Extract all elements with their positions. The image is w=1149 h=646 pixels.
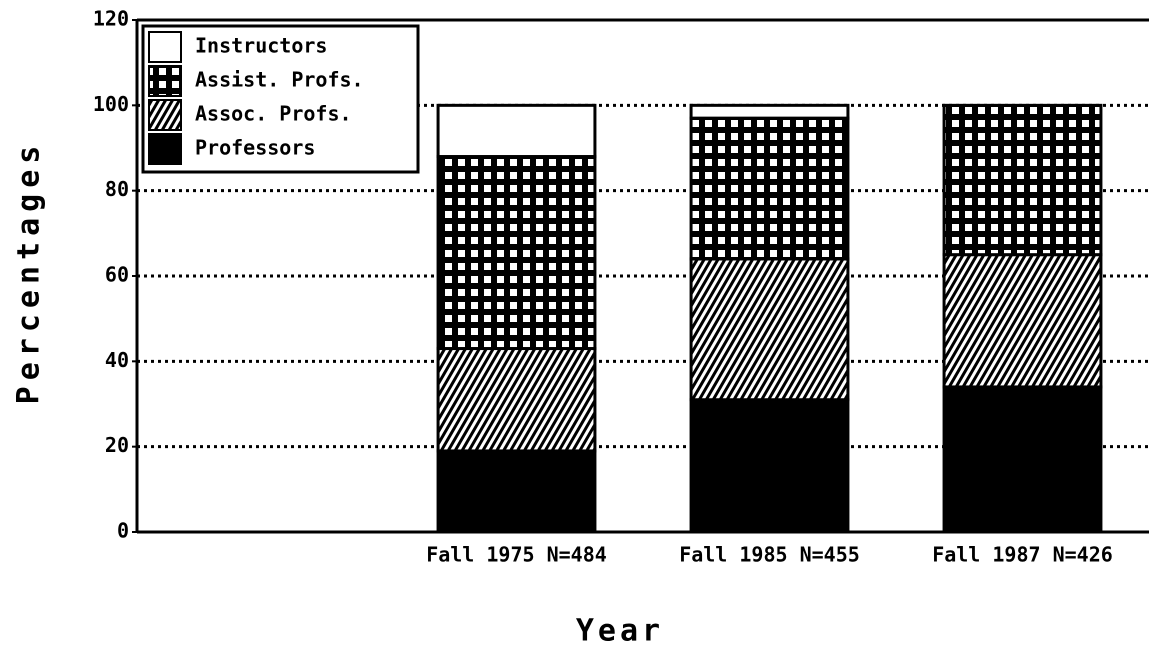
y-tick-label: 40 [105, 348, 129, 372]
y-tick-label: 0 [117, 519, 129, 543]
bar-segment [942, 103, 1103, 257]
y-axis-label: Percentages [12, 140, 47, 405]
bar-segment [942, 385, 1103, 534]
y-tick-label: 80 [105, 177, 129, 201]
bar-segment [436, 103, 597, 159]
legend-swatch [148, 65, 182, 97]
bar-segment [436, 347, 597, 453]
bar-segment [436, 449, 597, 534]
y-tick-label: 120 [93, 7, 129, 31]
y-tick-label: 100 [93, 92, 129, 116]
y-tick-label: 20 [105, 433, 129, 457]
legend-label: Assist. Profs. [195, 68, 364, 92]
bar-segment [942, 253, 1103, 389]
x-tick-label: Fall 1975 N=484 [426, 543, 607, 567]
bar-segment [689, 257, 850, 402]
legend-swatch [148, 99, 182, 131]
x-tick-label: Fall 1985 N=455 [679, 543, 860, 567]
bar-segment [689, 116, 850, 261]
legend-swatch [148, 133, 182, 165]
legend-swatch [148, 31, 182, 63]
bar-segment [689, 103, 850, 120]
legend-box [141, 24, 420, 174]
y-tick-label: 60 [105, 263, 129, 287]
x-axis-label: Year [576, 614, 664, 646]
legend-label: Assoc. Profs. [195, 102, 352, 126]
legend-label: Instructors [195, 34, 327, 58]
x-tick-label: Fall 1987 N=426 [932, 543, 1113, 567]
bar-segment [436, 155, 597, 351]
legend-label: Professors [195, 136, 315, 160]
bar-segment [689, 398, 850, 534]
